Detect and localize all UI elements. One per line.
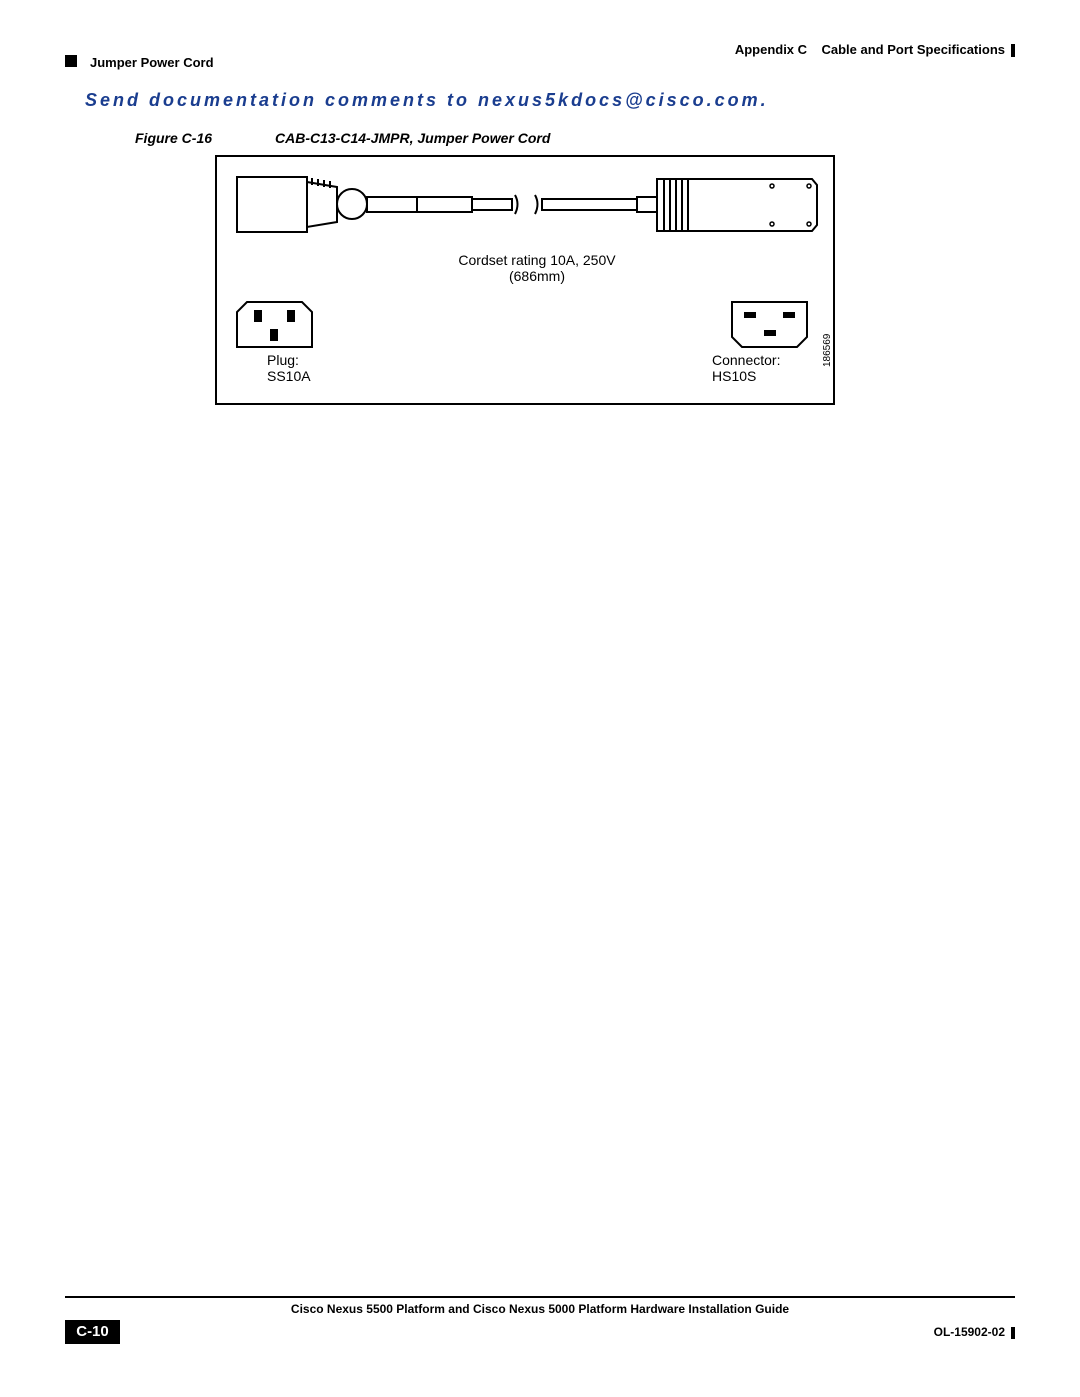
- footer-divider: [65, 1296, 1015, 1298]
- cordset-rating: Cordset rating 10A, 250V (686mm): [437, 252, 637, 284]
- figure-id: 186569: [822, 334, 833, 367]
- plug-label-block: Plug: SS10A: [267, 352, 367, 384]
- feedback-instruction: Send documentation comments to nexus5kdo…: [85, 90, 769, 111]
- diagram-container: Cordset rating 10A, 250V (686mm) Plug: S…: [215, 155, 835, 405]
- plug-label: Plug:: [267, 352, 299, 368]
- cordset-rating-line1: Cordset rating 10A, 250V: [458, 252, 615, 268]
- figure-label: Figure C-16: [135, 130, 212, 146]
- header-bar-icon: [1011, 44, 1015, 57]
- section-title: Jumper Power Cord: [90, 55, 214, 70]
- figure-caption: CAB-C13-C14-JMPR, Jumper Power Cord: [275, 130, 550, 146]
- doc-id-text: OL-15902-02: [934, 1325, 1005, 1339]
- footer-doc-id: OL-15902-02: [934, 1325, 1015, 1339]
- connector-label-block: Connector: HS10S: [712, 352, 812, 384]
- header-appendix: Appendix C Cable and Port Specifications: [735, 42, 1015, 57]
- appendix-title: Cable and Port Specifications: [822, 42, 1006, 57]
- page-number: C-10: [65, 1320, 120, 1344]
- connector-label: Connector:: [712, 352, 780, 368]
- section-marker-icon: [65, 55, 77, 67]
- footer-guide-title: Cisco Nexus 5500 Platform and Cisco Nexu…: [65, 1302, 1015, 1316]
- footer-bar-icon: [1011, 1327, 1015, 1339]
- cordset-rating-line2: (686mm): [509, 268, 565, 284]
- appendix-label: Appendix C: [735, 42, 807, 57]
- connector-value: HS10S: [712, 368, 756, 384]
- plug-value: SS10A: [267, 368, 311, 384]
